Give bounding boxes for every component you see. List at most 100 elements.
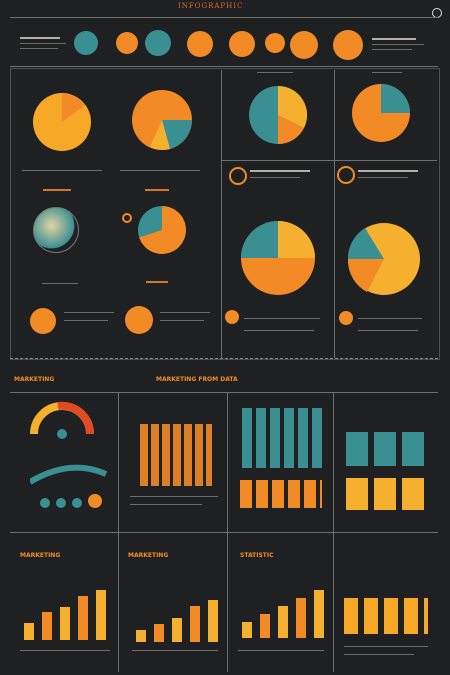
caption: [130, 496, 218, 497]
bar-chart: [132, 600, 222, 642]
bar: [314, 590, 324, 638]
caption: [250, 177, 300, 178]
pie-chart: [352, 84, 410, 142]
divider: [10, 532, 438, 533]
divider: [10, 392, 438, 393]
data-dot: [88, 494, 102, 508]
pictogram-row: [346, 432, 426, 466]
bar: [78, 595, 88, 640]
pie-chart: [347, 223, 420, 295]
section-title: MARKETING FROM DATA: [156, 376, 238, 383]
divider: [221, 70, 222, 358]
globe-icon: [33, 207, 79, 253]
bar: [60, 606, 70, 640]
stat-icon: [290, 31, 318, 59]
caption: [132, 650, 218, 651]
section-rule: [10, 358, 438, 359]
caption: [358, 330, 418, 331]
caption: [43, 189, 71, 191]
row-label: [372, 49, 412, 50]
caption: [358, 170, 418, 172]
bar: [242, 622, 252, 638]
caption: [64, 312, 114, 313]
stat-icon: [116, 32, 138, 54]
caption: [257, 72, 293, 73]
stat-icon: [333, 30, 363, 60]
divider: [334, 70, 335, 358]
panel-title: MARKETING: [128, 552, 169, 559]
heat-grid: [140, 424, 212, 486]
page-title: INFOGRAPHIC: [178, 2, 244, 10]
stat-icon: [337, 166, 355, 184]
row-rule: [10, 66, 438, 67]
pie-chart: [241, 221, 315, 295]
caption: [160, 312, 210, 313]
caption: [344, 654, 414, 655]
data-dot: [56, 498, 66, 508]
pie-chart: [33, 93, 91, 151]
stat-icon: [74, 31, 98, 55]
caption: [358, 318, 422, 319]
row-label: [20, 37, 60, 39]
stat-icon: [339, 311, 353, 325]
row-label: [372, 38, 416, 40]
bar: [136, 630, 146, 642]
row-label: [372, 44, 424, 45]
bar-chart: [238, 590, 328, 638]
pin-icon: [122, 213, 132, 223]
caption: [20, 650, 110, 651]
bar: [172, 618, 182, 642]
header-rule: [10, 17, 438, 18]
divider: [221, 160, 437, 161]
caption: [160, 320, 204, 321]
pie-chart: [132, 90, 193, 150]
bar: [278, 606, 288, 638]
clock-icon: [138, 206, 186, 254]
bar: [154, 624, 164, 642]
top-dashboard: [10, 68, 440, 360]
bar: [24, 623, 34, 640]
caption: [120, 170, 200, 171]
stat-icon: [265, 33, 285, 53]
caption: [358, 177, 408, 178]
bar-chart: [20, 590, 110, 640]
pictogram-row: [242, 408, 322, 468]
bar: [296, 598, 306, 638]
bar: [96, 590, 106, 640]
caption: [238, 650, 324, 651]
wave-chart: [30, 464, 108, 485]
gauge-chart: [30, 401, 94, 439]
pictogram-row: [344, 598, 428, 634]
caption: [372, 72, 402, 73]
caption: [130, 504, 202, 505]
stat-icon: [229, 167, 247, 185]
caption: [145, 189, 169, 191]
caption: [244, 330, 314, 331]
bar: [190, 606, 200, 642]
section-title: MARKETING: [14, 376, 55, 383]
pie-chart: [249, 85, 308, 145]
stat-icon: [187, 31, 213, 57]
bar: [42, 612, 52, 640]
stat-icon: [30, 308, 56, 334]
panel-title: MARKETING: [20, 552, 61, 559]
caption: [250, 170, 310, 172]
row-label: [20, 48, 58, 49]
panel-title: STATISTIC: [240, 552, 274, 559]
stat-icon: [125, 306, 153, 334]
caption: [22, 170, 102, 171]
bar: [208, 600, 218, 642]
caption: [344, 646, 428, 647]
row-label: [20, 43, 66, 44]
data-dot: [40, 498, 50, 508]
caption: [42, 283, 78, 284]
caption: [146, 281, 168, 283]
stat-icon: [229, 31, 255, 57]
caption: [244, 318, 320, 319]
data-dot: [72, 498, 82, 508]
pictogram-row: [346, 478, 426, 510]
pictogram-row: [240, 480, 322, 508]
stat-icon: [145, 30, 171, 56]
bar: [260, 614, 270, 638]
